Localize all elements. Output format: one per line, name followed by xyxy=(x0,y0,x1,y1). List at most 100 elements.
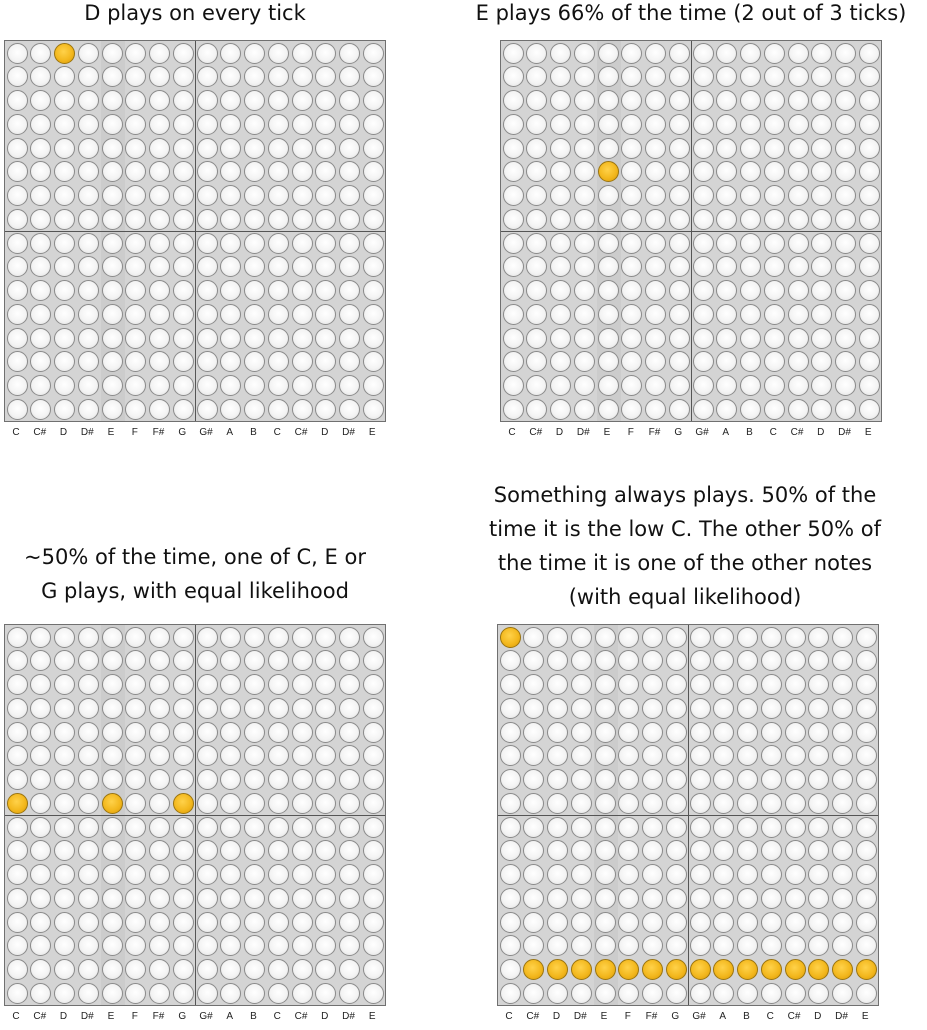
note-cell[interactable] xyxy=(220,840,242,862)
note-cell[interactable] xyxy=(267,864,289,885)
note-cell[interactable] xyxy=(339,721,360,743)
note-cell[interactable] xyxy=(855,911,877,933)
note-cell[interactable] xyxy=(339,351,360,373)
note-cell[interactable] xyxy=(172,90,194,111)
note-cell[interactable] xyxy=(597,280,619,301)
note-cell[interactable] xyxy=(808,650,830,672)
note-cell[interactable] xyxy=(54,398,75,420)
note-cell[interactable] xyxy=(362,66,384,88)
note-cell[interactable] xyxy=(645,137,666,159)
note-cell[interactable] xyxy=(196,982,218,1004)
note-cell[interactable] xyxy=(740,398,761,420)
note-cell[interactable] xyxy=(689,864,711,885)
note-cell[interactable] xyxy=(645,375,666,396)
note-cell[interactable] xyxy=(291,697,313,719)
note-cell[interactable] xyxy=(573,398,595,420)
note-cell[interactable] xyxy=(523,674,545,695)
note-cell[interactable] xyxy=(339,935,360,957)
note-cell[interactable] xyxy=(858,398,880,420)
note-cell[interactable] xyxy=(523,745,545,767)
note-cell[interactable] xyxy=(172,303,194,325)
note-cell[interactable] xyxy=(547,816,568,838)
note-cell[interactable] xyxy=(594,792,616,814)
note-cell[interactable] xyxy=(149,650,170,672)
note-cell[interactable] xyxy=(597,375,619,396)
note-cell[interactable] xyxy=(763,66,785,88)
note-cell[interactable] xyxy=(291,161,313,183)
note-cell[interactable] xyxy=(835,208,856,230)
note-cell[interactable] xyxy=(172,887,194,909)
note-cell[interactable] xyxy=(784,792,806,814)
note-cell[interactable] xyxy=(573,113,595,135)
note-cell[interactable] xyxy=(642,769,663,790)
note-cell[interactable] xyxy=(811,90,833,111)
note-cell[interactable] xyxy=(713,911,735,933)
note-cell[interactable] xyxy=(30,626,52,648)
note-cell[interactable] xyxy=(811,280,833,301)
note-cell[interactable] xyxy=(692,185,714,206)
note-cell[interactable] xyxy=(77,351,99,373)
note-cell[interactable] xyxy=(594,769,616,790)
note-cell[interactable] xyxy=(858,42,880,64)
note-cell[interactable] xyxy=(244,351,265,373)
note-cell[interactable] xyxy=(244,208,265,230)
note-cell[interactable] xyxy=(291,280,313,301)
note-cell[interactable] xyxy=(77,113,99,135)
note-cell[interactable] xyxy=(291,113,313,135)
note-cell[interactable] xyxy=(54,911,75,933)
note-cell[interactable] xyxy=(550,90,571,111)
note-cell[interactable] xyxy=(267,66,289,88)
note-cell[interactable] xyxy=(740,161,761,183)
note-cell[interactable] xyxy=(573,280,595,301)
note-cell[interactable] xyxy=(737,911,758,933)
note-cell[interactable] xyxy=(291,375,313,396)
note-cell[interactable] xyxy=(858,161,880,183)
note-cell[interactable] xyxy=(716,90,738,111)
note-cell[interactable] xyxy=(6,721,28,743)
note-cell[interactable] xyxy=(645,113,666,135)
note-cell[interactable] xyxy=(220,982,242,1004)
note-cell[interactable] xyxy=(6,769,28,790)
note-cell[interactable] xyxy=(855,745,877,767)
note-cell[interactable] xyxy=(172,208,194,230)
note-cell[interactable] xyxy=(149,911,170,933)
note-cell[interactable] xyxy=(737,769,758,790)
note-cell[interactable] xyxy=(499,674,521,695)
note-cell[interactable] xyxy=(172,185,194,206)
note-cell[interactable] xyxy=(220,911,242,933)
note-cell[interactable] xyxy=(713,721,735,743)
note-cell[interactable] xyxy=(315,303,337,325)
note-cell[interactable] xyxy=(30,959,52,980)
note-cell[interactable] xyxy=(597,303,619,325)
note-cell[interactable] xyxy=(362,982,384,1004)
note-cell[interactable] xyxy=(30,90,52,111)
note-cell[interactable] xyxy=(713,745,735,767)
note-cell[interactable] xyxy=(784,982,806,1004)
note-cell[interactable] xyxy=(30,66,52,88)
note-cell[interactable] xyxy=(692,137,714,159)
note-cell[interactable] xyxy=(125,769,147,790)
note-cell[interactable] xyxy=(362,90,384,111)
note-cell[interactable] xyxy=(689,697,711,719)
note-cell[interactable] xyxy=(54,327,75,349)
note-cell[interactable] xyxy=(692,42,714,64)
note-cell[interactable] xyxy=(339,42,360,64)
note-cell[interactable] xyxy=(716,161,738,183)
note-cell[interactable] xyxy=(737,674,758,695)
note-cell[interactable] xyxy=(811,137,833,159)
note-cell[interactable] xyxy=(808,840,830,862)
note-cell[interactable] xyxy=(737,626,758,648)
note-cell[interactable] xyxy=(502,327,524,349)
note-cell[interactable] xyxy=(101,256,123,278)
note-cell[interactable] xyxy=(77,792,99,814)
note-cell[interactable] xyxy=(784,697,806,719)
note-cell[interactable] xyxy=(760,721,782,743)
note-cell[interactable] xyxy=(526,232,548,254)
note-cell[interactable] xyxy=(550,375,571,396)
note-cell[interactable] xyxy=(760,674,782,695)
note-cell[interactable] xyxy=(665,864,687,885)
note-cell[interactable] xyxy=(54,935,75,957)
note-cell[interactable] xyxy=(645,161,666,183)
note-cell[interactable] xyxy=(621,185,643,206)
note-cell[interactable] xyxy=(665,745,687,767)
